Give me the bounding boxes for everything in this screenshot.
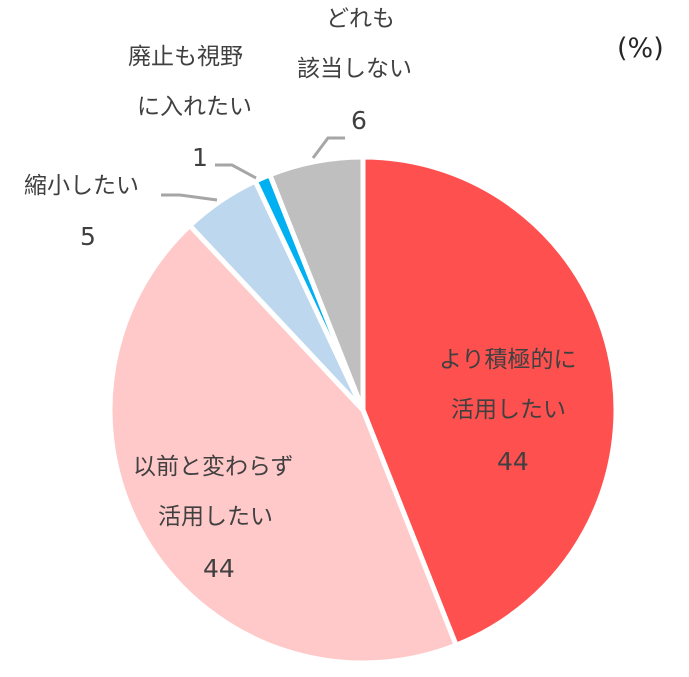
label-reduce-line1: 縮小したい (24, 173, 139, 199)
label-abolish-line2: に入れたい (137, 94, 252, 120)
label-none-value: 6 (351, 106, 367, 135)
label-more-active-value: 44 (497, 447, 529, 476)
leader-line-reduce (161, 193, 218, 202)
label-unchanged-line1: 以前と変わらず (133, 454, 294, 480)
slice-more-active (360, 154, 619, 648)
label-more-active-line2: 活用したい (451, 397, 566, 423)
pie-slices (107, 154, 619, 666)
slice-none (267, 154, 366, 413)
label-none-line2: 該当しない (297, 56, 412, 82)
unit-label: (%) (617, 33, 664, 64)
slice-unchanged (107, 223, 459, 666)
label-more-active-line1: より積極的に (439, 347, 577, 373)
label-unchanged-line2: 活用したい (158, 504, 273, 530)
leader-line-abolish (215, 163, 257, 180)
leader-lines (161, 136, 345, 202)
label-none-line1: どれも (326, 6, 395, 32)
label-reduce-value: 5 (80, 222, 96, 251)
leader-line-none (311, 136, 345, 159)
label-abolish-value: 1 (192, 143, 208, 172)
label-unchanged-value: 44 (203, 554, 235, 583)
label-abolish-line1: 廃止も視野 (128, 44, 243, 70)
